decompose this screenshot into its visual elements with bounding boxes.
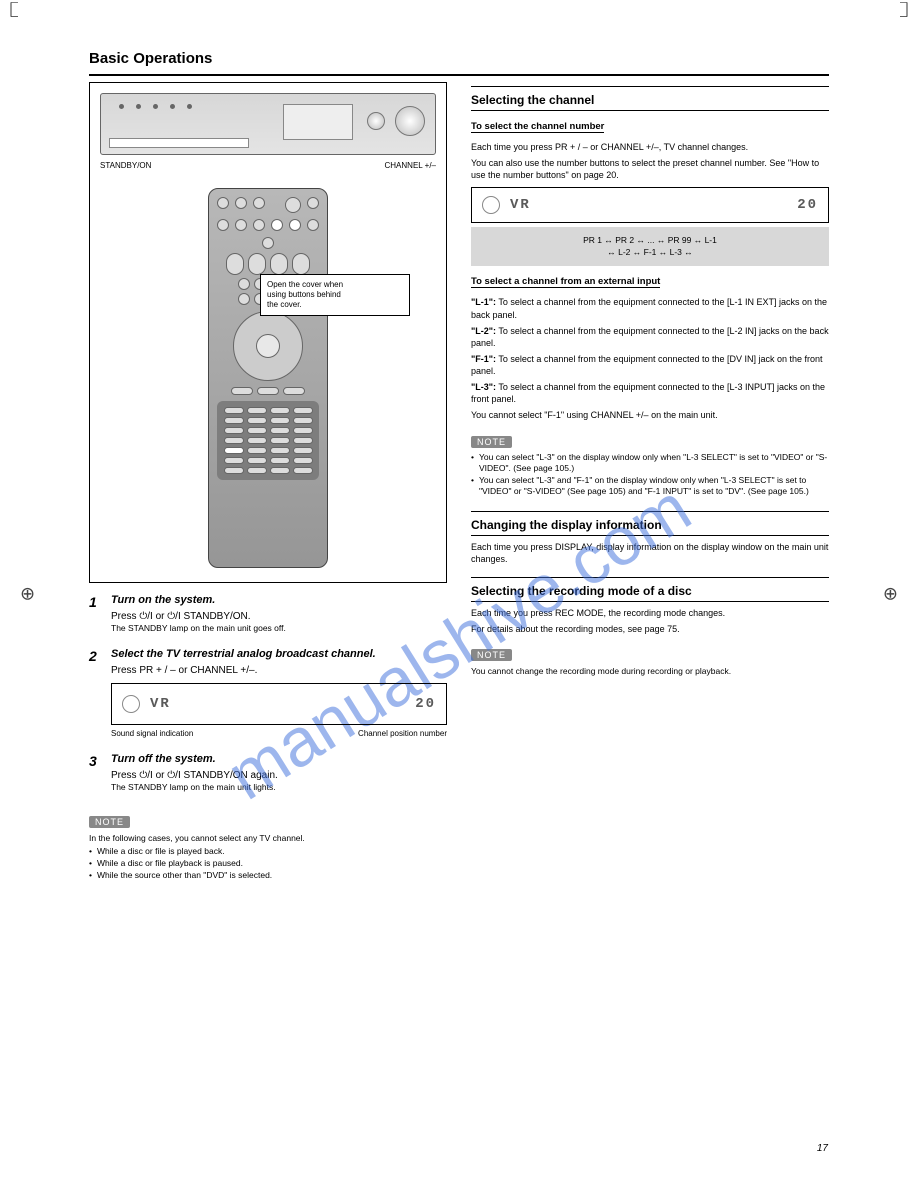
paragraph: Each time you press PR + / – or CHANNEL …	[471, 141, 829, 153]
flow-item: L-2	[618, 247, 630, 257]
illustration-frame: STANDBY/ON CHANNEL +/–	[89, 82, 447, 583]
crop-mark-bl: ⎿	[4, 0, 18, 1184]
step-subtext: The STANDBY lamp on the main unit lights…	[111, 782, 447, 793]
step-text: Press PR + / – or CHANNEL +/–.	[111, 664, 447, 678]
flow-item: PR 1	[583, 235, 602, 245]
ext-item: "F-1": To select a channel from the equi…	[471, 353, 829, 377]
remote-area: Open the cover when using buttons behind…	[100, 188, 436, 568]
power-icon: ⏻/I	[167, 770, 180, 781]
step-title: Select the TV terrestrial analog broadca…	[111, 647, 447, 662]
registration-mark-left: ⊕	[20, 584, 35, 605]
steps: 1 Turn on the system. Press ⏻/I or ⏻/I S…	[89, 593, 447, 794]
step-number: 1	[89, 593, 103, 635]
paragraph: Each time you press DISPLAY, display inf…	[471, 541, 829, 565]
channel-flow-box: PR 1 ↔ PR 2 ↔ ... ↔ PR 99 ↔ L-1 ↔ L-2 ↔ …	[471, 227, 829, 266]
step-text-frag: Press	[111, 611, 139, 622]
paragraph: Each time you press REC MODE, the record…	[471, 607, 829, 619]
section-heading: Selecting the recording mode of a disc	[471, 584, 829, 602]
note-list: While a disc or file is played back. Whi…	[89, 846, 447, 881]
step-subtext: The STANDBY lamp on the main unit goes o…	[111, 623, 447, 634]
ext-item: "L-2": To select a channel from the equi…	[471, 325, 829, 349]
subheading: To select a channel from an external inp…	[471, 276, 660, 288]
note-item: You can select "L-3" on the display wind…	[471, 452, 829, 474]
note-badge: NOTE	[471, 649, 512, 661]
callout-line: the cover.	[267, 300, 403, 310]
step-1: 1 Turn on the system. Press ⏻/I or ⏻/I S…	[89, 593, 447, 635]
note-item: You can select "L-3" and "F-1" on the di…	[471, 475, 829, 497]
display-value: 20	[797, 197, 818, 213]
step-text-frag: STANDBY/ON.	[184, 611, 251, 622]
step-title: Turn off the system.	[111, 752, 447, 767]
step-text-frag: or	[156, 611, 168, 622]
callout-line: using buttons behind	[267, 290, 403, 300]
note-badge: NOTE	[89, 816, 130, 828]
display-caption: Sound signal indication Channel position…	[111, 729, 447, 740]
power-icon: ⏻/I	[139, 770, 152, 781]
header-rule: Basic Operations	[89, 50, 829, 76]
display-mode: VR	[510, 197, 531, 213]
device-label-left: STANDBY/ON	[100, 161, 151, 170]
channel-flow: PR 1 ↔ PR 2 ↔ ... ↔ PR 99 ↔ L-1 ↔ L-2 ↔ …	[481, 235, 819, 258]
callout-line: Open the cover when	[267, 280, 403, 290]
columns: STANDBY/ON CHANNEL +/–	[89, 82, 829, 882]
registration-mark-right: ⊕	[883, 584, 898, 605]
page-number: 17	[817, 1143, 828, 1154]
step-text-frag: Press	[111, 770, 139, 781]
note-item: While a disc or file is played back.	[89, 846, 447, 857]
step-title: Turn on the system.	[111, 593, 447, 608]
ext-item: "L-3": To select a channel from the equi…	[471, 381, 829, 405]
step-number: 3	[89, 752, 103, 794]
left-column: STANDBY/ON CHANNEL +/–	[89, 82, 447, 882]
remote-callout: Open the cover when using buttons behind…	[260, 274, 410, 316]
ext-footer: You cannot select "F-1" using CHANNEL +/…	[471, 409, 829, 421]
section-heading: Selecting the channel	[471, 93, 829, 111]
power-icon: ⏻/I	[139, 611, 152, 622]
step-number: 2	[89, 647, 103, 740]
device-label-right: CHANNEL +/–	[385, 161, 437, 170]
flow-item: F-1	[644, 247, 657, 257]
disc-icon	[482, 196, 500, 214]
flow-item: ...	[647, 235, 654, 245]
ext-item: "L-1": To select a channel from the equi…	[471, 296, 829, 320]
device-illustration	[100, 93, 436, 155]
flow-item: L-3	[670, 247, 682, 257]
caption-right: Channel position number	[358, 729, 447, 740]
flow-item: PR 99	[668, 235, 692, 245]
note-badge: NOTE	[471, 436, 512, 448]
remote-illustration	[208, 188, 328, 568]
crop-mark-br: ⏌	[900, 0, 914, 1184]
note-intro: In the following cases, you cannot selec…	[89, 833, 447, 844]
lcd-display: VR 20	[471, 187, 829, 223]
step-text: Press ⏻/I or ⏻/I STANDBY/ON again.	[111, 769, 447, 783]
chapter-title: Basic Operations	[89, 50, 829, 71]
note-item: While a disc or file playback is paused.	[89, 858, 447, 869]
power-icon: ⏻/I	[167, 611, 180, 622]
step-text-frag: STANDBY/ON again.	[184, 770, 278, 781]
disc-icon	[122, 695, 140, 713]
lcd-display: VR 20	[111, 683, 447, 725]
paragraph: You can also use the number buttons to s…	[471, 157, 829, 181]
display-value: 20	[415, 695, 436, 714]
note-list: You can select "L-3" on the display wind…	[471, 452, 829, 497]
paragraph: For details about the recording modes, s…	[471, 623, 829, 635]
page: Basic Operations STANDBY/ON CHANNEL +/–	[89, 0, 829, 882]
step-text: Press ⏻/I or ⏻/I STANDBY/ON.	[111, 610, 447, 624]
note-item: While the source other than "DVD" is sel…	[89, 870, 447, 881]
step-3: 3 Turn off the system. Press ⏻/I or ⏻/I …	[89, 752, 447, 794]
section-heading: Changing the display information	[471, 518, 829, 536]
step-2: 2 Select the TV terrestrial analog broad…	[89, 647, 447, 740]
step-text-frag: or	[156, 770, 168, 781]
display-mode: VR	[150, 695, 171, 714]
caption-left: Sound signal indication	[111, 729, 193, 740]
subheading: To select the channel number	[471, 121, 604, 133]
device-labels: STANDBY/ON CHANNEL +/–	[100, 161, 436, 170]
right-column: Selecting the channel To select the chan…	[471, 82, 829, 882]
flow-item: PR 2	[615, 235, 634, 245]
note-text: You cannot change the recording mode dur…	[471, 666, 829, 677]
flow-item: L-1	[705, 235, 717, 245]
